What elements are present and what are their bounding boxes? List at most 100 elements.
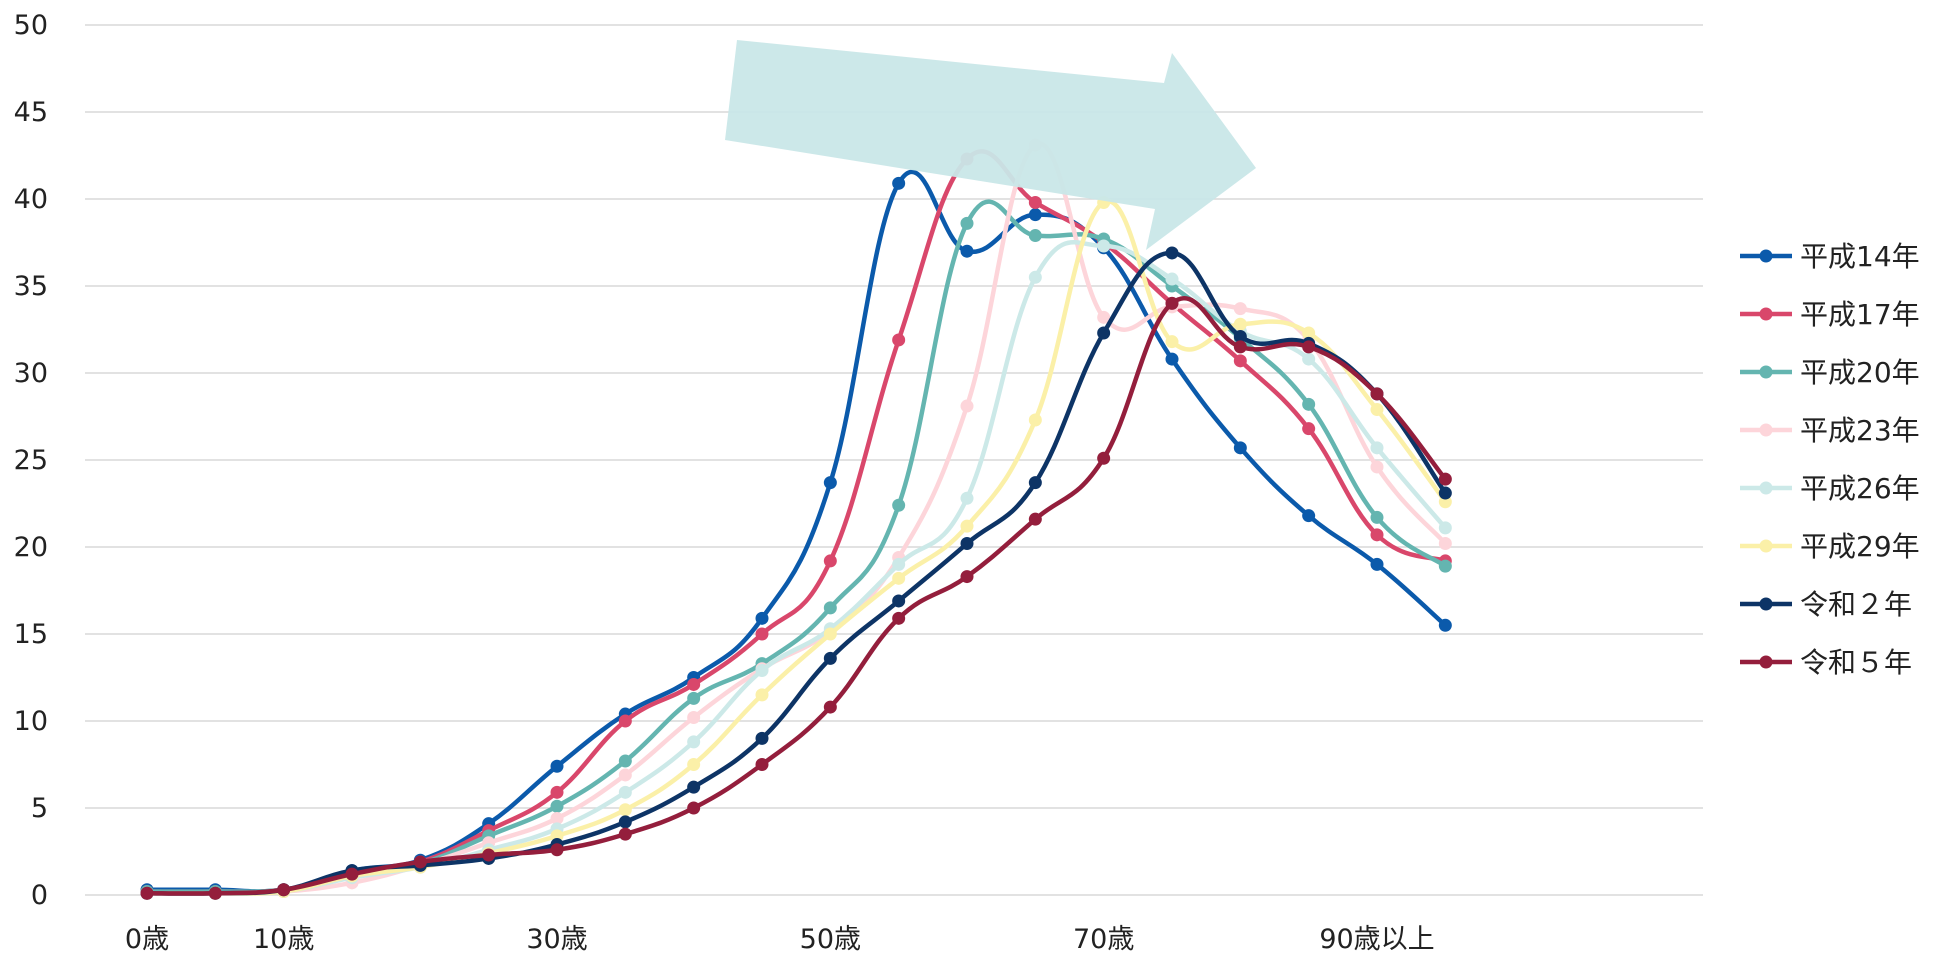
legend-label: 令和５年 xyxy=(1800,646,1912,679)
data-point xyxy=(550,785,564,799)
series-line xyxy=(144,169,1448,894)
data-point xyxy=(892,557,906,571)
data-point xyxy=(1028,476,1042,490)
legend-swatch-marker xyxy=(1759,365,1773,379)
data-point xyxy=(1233,329,1247,343)
data-point xyxy=(550,843,564,857)
series-3 xyxy=(140,199,1452,899)
data-point xyxy=(823,601,837,615)
legend-label: 平成20年 xyxy=(1800,356,1920,389)
data-point xyxy=(687,677,701,691)
data-point xyxy=(1370,510,1384,524)
data-point xyxy=(960,537,974,551)
legend-swatch-marker xyxy=(1759,423,1773,437)
legend-item: 令和５年 xyxy=(1740,646,1912,679)
y-tick-label: 50 xyxy=(14,10,48,41)
y-tick-label: 25 xyxy=(14,445,48,476)
legend-swatch-marker xyxy=(1759,539,1773,553)
y-axis: 0 5 10 15 20 25 30 35 40 45 50 xyxy=(14,10,48,911)
data-point xyxy=(960,216,974,230)
legend-item: 平成20年 xyxy=(1740,356,1920,389)
data-point xyxy=(1233,354,1247,368)
series-7 xyxy=(140,246,1452,900)
data-point xyxy=(892,333,906,347)
legend-item: 平成26年 xyxy=(1740,472,1920,505)
data-point xyxy=(960,244,974,258)
y-tick-label: 5 xyxy=(31,793,48,824)
x-tick-label: 10歳 xyxy=(253,924,314,955)
data-point xyxy=(1438,472,1452,486)
data-point xyxy=(755,627,769,641)
data-point xyxy=(618,827,632,841)
data-point xyxy=(1302,397,1316,411)
data-point xyxy=(140,886,154,900)
x-tick-label: 0歳 xyxy=(125,924,169,955)
data-point xyxy=(1370,387,1384,401)
data-point xyxy=(277,883,291,897)
series-4 xyxy=(140,138,1452,900)
series-line xyxy=(144,296,1448,896)
data-point xyxy=(1302,340,1316,354)
x-axis: 0歳 10歳 30歳 50歳 70歳 90歳以上 xyxy=(125,924,1435,955)
data-point xyxy=(755,664,769,678)
data-point xyxy=(1028,512,1042,526)
legend-swatch-marker xyxy=(1759,307,1773,321)
data-point xyxy=(1370,460,1384,474)
data-point xyxy=(823,627,837,641)
data-point xyxy=(618,714,632,728)
data-point xyxy=(413,855,427,869)
y-tick-label: 0 xyxy=(31,880,48,911)
legend-label: 平成17年 xyxy=(1800,298,1920,331)
y-tick-label: 35 xyxy=(14,271,48,302)
data-point xyxy=(823,554,837,568)
data-point xyxy=(687,801,701,815)
y-tick-label: 20 xyxy=(14,532,48,563)
data-point xyxy=(1370,403,1384,417)
y-tick-label: 15 xyxy=(14,619,48,650)
data-point xyxy=(550,759,564,773)
x-tick-label: 90歳以上 xyxy=(1319,924,1434,955)
legend-item: 平成14年 xyxy=(1740,240,1920,273)
data-point xyxy=(618,754,632,768)
series-6 xyxy=(140,195,1452,900)
series-line xyxy=(144,149,1448,895)
data-point xyxy=(1165,335,1179,349)
data-point xyxy=(1438,559,1452,573)
data-point xyxy=(892,611,906,625)
data-point xyxy=(687,711,701,725)
y-tick-label: 40 xyxy=(14,184,48,215)
data-point xyxy=(687,691,701,705)
y-tick-label: 10 xyxy=(14,706,48,737)
data-point xyxy=(1165,296,1179,310)
data-point xyxy=(1097,451,1111,465)
legend-swatch-marker xyxy=(1759,655,1773,669)
data-point xyxy=(892,176,906,190)
data-point xyxy=(892,498,906,512)
data-point xyxy=(1233,302,1247,316)
legend-label: 平成26年 xyxy=(1800,472,1920,505)
legend-swatch-marker xyxy=(1759,481,1773,495)
series-1 xyxy=(140,169,1452,897)
data-point xyxy=(1028,208,1042,222)
legend-swatch-marker xyxy=(1759,597,1773,611)
data-point xyxy=(960,519,974,533)
data-point xyxy=(1097,310,1111,324)
data-point xyxy=(1165,272,1179,286)
legend-label: 平成23年 xyxy=(1800,414,1920,447)
data-point xyxy=(1165,246,1179,260)
x-tick-label: 50歳 xyxy=(800,924,861,955)
series-2 xyxy=(140,149,1452,899)
data-point xyxy=(1302,422,1316,436)
data-point xyxy=(892,571,906,585)
data-point xyxy=(1097,326,1111,340)
data-point xyxy=(1438,537,1452,551)
legend-label: 令和２年 xyxy=(1800,588,1912,621)
legend-item: 平成23年 xyxy=(1740,414,1920,447)
legend-item: 平成29年 xyxy=(1740,530,1920,563)
data-point xyxy=(1233,317,1247,331)
data-point xyxy=(960,399,974,413)
data-point xyxy=(208,886,222,900)
data-point xyxy=(687,780,701,794)
